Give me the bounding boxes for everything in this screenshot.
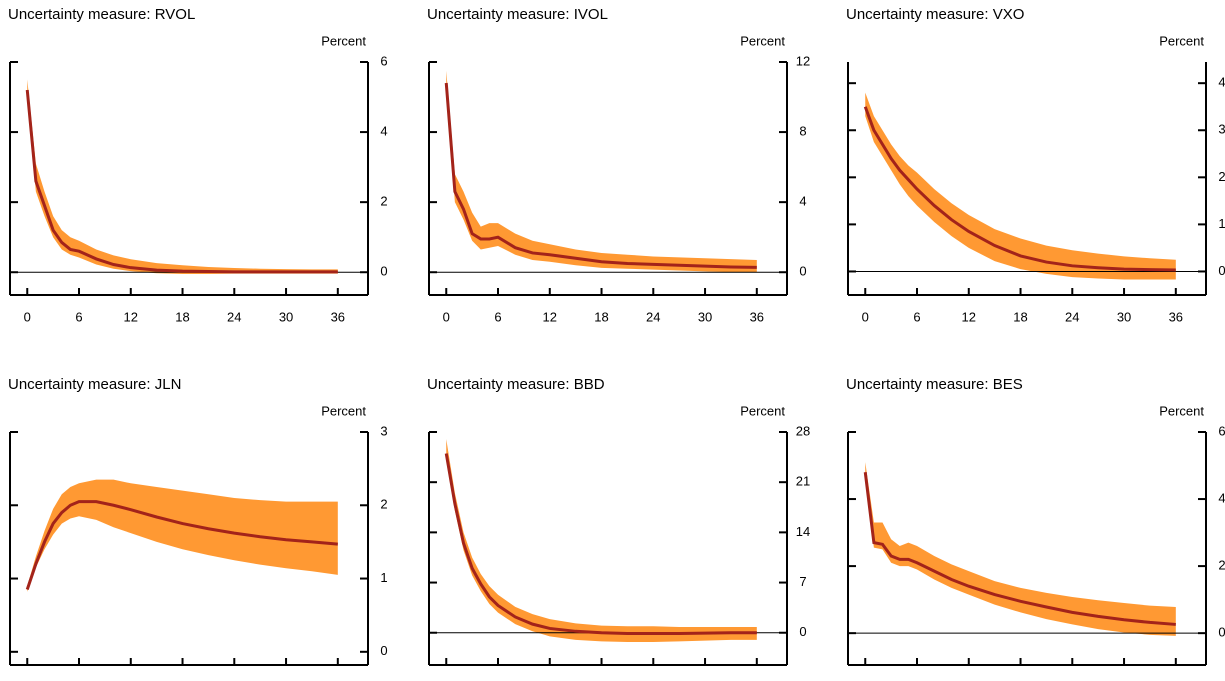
x-tick-label: 0 [862, 679, 869, 681]
x-tick-label: 18 [594, 679, 608, 681]
y-tick-label: 0 [380, 643, 387, 658]
x-tick-label: 30 [1117, 679, 1131, 681]
panel-title: Uncertainty measure: VXO [846, 6, 1024, 23]
x-tick-label: 0 [443, 679, 450, 681]
y-tick-label: 0 [380, 264, 387, 279]
x-tick-label: 12 [543, 309, 557, 324]
panel-title: Uncertainty measure: IVOL [427, 6, 608, 23]
confidence-band [865, 462, 1176, 636]
panel: Uncertainty measure: BESPercent024606121… [846, 376, 1225, 681]
impulse-response-line [25, 500, 338, 591]
x-tick-label: 0 [24, 679, 31, 681]
x-tick-label: 36 [750, 309, 764, 324]
impulse-response-line [444, 453, 757, 635]
y-tick-label: 12 [796, 53, 810, 68]
y-tick-label: 0 [799, 264, 806, 279]
panel: Uncertainty measure: IVOL Percent 0 4 8 12 0 6 1… [427, 6, 810, 324]
x-tick-label: 36 [1169, 309, 1183, 324]
y-tick-label: 2 [1218, 169, 1225, 184]
impulse-response-line [863, 472, 1176, 626]
y-tick-label: 6 [380, 53, 387, 68]
y-tick-label: 3 [380, 423, 387, 438]
impulse-response-line [863, 106, 1176, 272]
y-axis-label: Percent [1159, 403, 1204, 418]
x-tick-label: 6 [75, 679, 82, 681]
panel: Uncertainty measure: JLNPercent012306121… [8, 376, 388, 681]
x-tick-label: 24 [646, 679, 660, 681]
y-tick-label: 2 [380, 194, 387, 209]
x-tick-label: 12 [962, 309, 976, 324]
x-tick-label: 18 [594, 309, 608, 324]
y-axis-label: Percent [1159, 33, 1204, 48]
y-tick-label: 2 [380, 497, 387, 512]
x-tick-label: 0 [443, 309, 450, 324]
x-tick-label: 6 [494, 679, 501, 681]
confidence-band [27, 79, 338, 274]
y-tick-label: 4 [380, 124, 387, 139]
y-tick-label: 1 [1218, 216, 1225, 231]
confidence-band [446, 439, 757, 643]
y-tick-label: 0 [1218, 625, 1225, 640]
y-axis-label: Percent [321, 403, 366, 418]
x-tick-label: 18 [1013, 309, 1027, 324]
y-tick-label: 8 [799, 124, 806, 139]
x-tick-label: 24 [1065, 309, 1079, 324]
x-tick-label: 36 [331, 309, 345, 324]
y-tick-label: 6 [1218, 423, 1225, 438]
x-tick-label: 30 [1117, 309, 1131, 324]
y-tick-label: 14 [796, 524, 810, 539]
y-axis-label: Percent [740, 403, 785, 418]
x-tick-label: 6 [75, 309, 82, 324]
x-tick-label: 6 [913, 309, 920, 324]
x-tick-label: 18 [175, 679, 189, 681]
impulse-response-line [444, 82, 757, 269]
x-tick-label: 24 [227, 309, 241, 324]
x-tick-label: 36 [1169, 679, 1183, 681]
confidence-band [446, 70, 757, 273]
x-tick-label: 12 [543, 679, 557, 681]
panel-title: Uncertainty measure: RVOL [8, 6, 195, 23]
x-tick-label: 18 [175, 309, 189, 324]
x-tick-label: 18 [1013, 679, 1027, 681]
y-axis-label: Percent [740, 33, 785, 48]
y-tick-label: 3 [1218, 122, 1225, 137]
impulse-response-line [25, 89, 338, 274]
x-tick-label: 30 [279, 679, 293, 681]
x-tick-label: 0 [24, 309, 31, 324]
y-tick-label: 4 [1218, 490, 1225, 505]
y-tick-label: 2 [1218, 558, 1225, 573]
y-tick-label: 0 [799, 624, 806, 639]
y-tick-label: 21 [796, 474, 810, 489]
panel-title: Uncertainty measure: BES [846, 376, 1023, 393]
x-tick-label: 24 [646, 309, 660, 324]
x-tick-label: 6 [913, 679, 920, 681]
confidence-band [865, 92, 1176, 280]
x-tick-label: 6 [494, 309, 501, 324]
y-tick-label: 4 [1218, 75, 1225, 90]
x-tick-label: 30 [698, 679, 712, 681]
y-tick-label: 0 [1218, 263, 1225, 278]
y-tick-label: 28 [796, 423, 810, 438]
y-tick-label: 1 [380, 570, 387, 585]
x-tick-label: 30 [698, 309, 712, 324]
x-tick-label: 30 [279, 309, 293, 324]
y-tick-label: 7 [799, 574, 806, 589]
y-tick-label: 4 [799, 194, 806, 209]
panel-title: Uncertainty measure: BBD [427, 376, 605, 393]
confidence-band [27, 479, 338, 592]
x-tick-label: 12 [124, 309, 138, 324]
x-tick-label: 12 [962, 679, 976, 681]
x-tick-label: 24 [1065, 679, 1079, 681]
panel: Uncertainty measure: BBD Percent 0 7 14 21 28 0… [427, 376, 810, 681]
x-tick-label: 36 [331, 679, 345, 681]
x-tick-label: 12 [124, 679, 138, 681]
x-tick-label: 24 [227, 679, 241, 681]
panel-title: Uncertainty measure: JLN [8, 376, 181, 393]
x-tick-label: 0 [862, 309, 869, 324]
y-axis-label: Percent [321, 33, 366, 48]
x-tick-label: 36 [750, 679, 764, 681]
